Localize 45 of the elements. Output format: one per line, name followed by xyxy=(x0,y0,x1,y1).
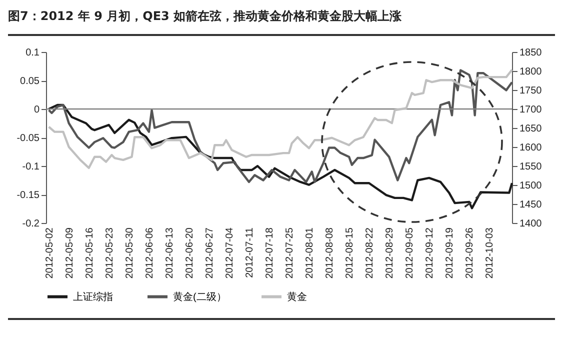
x-tick-label: 2012-08-22 xyxy=(364,227,376,279)
legend-label: 上证综指 xyxy=(73,290,113,303)
y-tick-label: -0.1 xyxy=(22,162,40,172)
x-tick-label: 2012-10-03 xyxy=(484,227,496,279)
x-tick-label: 2012-08-29 xyxy=(384,227,396,279)
x-tick-label: 2012-06-06 xyxy=(144,227,156,279)
x-tick-label: 2012-08-01 xyxy=(304,227,316,279)
y-tick-label: 0.05 xyxy=(20,76,40,87)
y2-tick-label: 1450 xyxy=(520,200,542,210)
y-tick-label: -0.2 xyxy=(22,218,40,230)
x-tick-label: 2012-06-27 xyxy=(204,227,216,279)
x-tick-label: 2012-09-05 xyxy=(404,227,416,279)
x-tick-label: 2012-09-26 xyxy=(464,227,476,279)
x-tick-label: 2012-09-12 xyxy=(424,227,436,279)
y-tick-label: -0.05 xyxy=(16,133,40,144)
legend-label: 黄金 xyxy=(287,290,307,303)
x-tick-label: 2012-05-09 xyxy=(64,227,76,279)
legend-label: 黄金(二级） xyxy=(173,290,226,303)
x-tick-label: 2012-06-13 xyxy=(164,227,176,279)
y2-tick-label: 1800 xyxy=(520,66,542,78)
x-tick-label: 2012-05-23 xyxy=(104,227,116,279)
y2-tick-label: 1700 xyxy=(520,104,542,116)
x-tick-label: 2012-07-04 xyxy=(224,227,236,279)
x-tick-label: 2012-05-02 xyxy=(44,227,56,279)
x-tick-label: 2012-06-20 xyxy=(184,227,196,279)
chart-title: 图7：2012 年 9 月初，QE3 如箭在弦，推动黄金价格和黄金股大幅上涨 xyxy=(8,8,402,25)
y-tick-label: 0.1 xyxy=(26,48,40,58)
x-tick-label: 2012-05-30 xyxy=(124,227,136,279)
y2-tick-label: 1400 xyxy=(520,218,542,230)
y-tick-label: -0.15 xyxy=(16,190,40,201)
x-tick-label: 2012-07-18 xyxy=(264,227,276,279)
y2-tick-label: 1750 xyxy=(520,86,542,96)
y2-tick-label: 1850 xyxy=(520,48,542,58)
y2-tick-label: 1600 xyxy=(520,142,542,154)
x-tick-label: 2012-07-25 xyxy=(284,227,296,279)
line-series xyxy=(48,104,514,210)
x-tick-label: 2012-08-15 xyxy=(344,227,356,279)
x-tick-label: 2012-05-16 xyxy=(84,227,96,279)
x-tick-label: 2012-07-11 xyxy=(244,227,256,278)
y2-tick-label: 1550 xyxy=(520,162,542,172)
y2-tick-label: 1500 xyxy=(520,180,542,192)
y2-tick-label: 1650 xyxy=(520,124,542,134)
y-tick-label: 0 xyxy=(34,104,40,116)
x-tick-label: 2012-09-19 xyxy=(444,227,456,279)
x-tick-label: 2012-08-08 xyxy=(324,227,336,279)
